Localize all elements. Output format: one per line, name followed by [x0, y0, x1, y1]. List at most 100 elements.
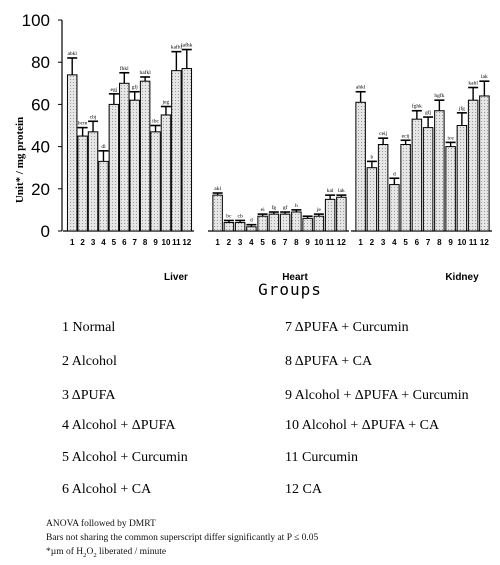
- x-tick-label: 9: [448, 238, 453, 247]
- x-tick-label: 11: [172, 238, 181, 247]
- significance-label: ice: [447, 135, 454, 141]
- legend-item: 9 Alcohol + ΔPUFA + Curcumin: [285, 388, 469, 403]
- y-tick-label: 0: [41, 222, 50, 241]
- legend-item: 11 Curcumin: [285, 450, 358, 465]
- x-tick-label: 5: [260, 238, 265, 247]
- x-tick-label: 9: [305, 238, 310, 247]
- footnote-test: ANOVA followed by DMRT: [46, 519, 156, 529]
- bars: [66, 68, 490, 232]
- x-tick-label: 6: [122, 238, 127, 247]
- x-tick-label: 8: [143, 238, 148, 247]
- panel-label-heart: Heart: [282, 272, 308, 283]
- x-tick-label: 6: [272, 238, 277, 247]
- legend-item: 6 Alcohol + CA: [62, 482, 152, 497]
- x-tick-label: 4: [101, 238, 106, 247]
- bar-heart-1: [212, 194, 223, 232]
- x-axis-label: Groups: [258, 280, 322, 299]
- bar-liver-6: [119, 82, 130, 232]
- bar-kidney-6: [411, 118, 423, 232]
- footnote-units: *µm of H2O2 liberated / minute: [46, 547, 167, 559]
- bar-kidney-3: [377, 143, 389, 232]
- x-tick-label: 1: [215, 238, 220, 247]
- significance-label: lak: [481, 74, 488, 80]
- legend-item: 4 Alcohol + ΔPUFA: [62, 418, 176, 433]
- y-tick-label: 60: [31, 95, 50, 114]
- bar-heart-10: [313, 215, 325, 232]
- panel-label-liver: Liver: [164, 272, 188, 283]
- y-tick-label: 40: [31, 138, 50, 157]
- x-tick-label: 7: [283, 238, 288, 247]
- bar-liver-3: [87, 131, 99, 232]
- bar-liver-8: [139, 80, 151, 232]
- significance-label: kahl: [468, 81, 478, 87]
- significance-label: kafhl: [171, 44, 183, 51]
- significance-label: lak: [338, 188, 345, 194]
- x-tick-label: 4: [392, 238, 397, 247]
- bar-liver-2: [77, 135, 88, 232]
- x-tick-label: 11: [326, 238, 335, 247]
- significance-label: fg: [272, 204, 277, 211]
- legend-item: 7 ΔPUFA + Curcumin: [285, 320, 409, 335]
- bar-heart-4: [246, 226, 257, 232]
- significance-label: akl: [214, 186, 221, 192]
- legend-item: 1 Normal: [62, 320, 116, 335]
- significance-label: ecij: [402, 133, 410, 139]
- x-tick-label: 7: [132, 238, 137, 247]
- x-tick-label: 12: [480, 238, 489, 247]
- significance-label: gfj: [425, 109, 432, 116]
- legend-item: 2 Alcohol: [62, 354, 117, 369]
- bar-heart-7: [279, 213, 291, 232]
- bar-heart-5: [257, 215, 268, 232]
- bar-heart-8: [291, 211, 302, 232]
- x-tick-label: 4: [249, 238, 254, 247]
- significance-label: b: [371, 154, 374, 160]
- x-tick-label: 11: [469, 238, 478, 247]
- significance-label: kal: [327, 188, 334, 194]
- x-tick-label: 3: [91, 238, 96, 247]
- significance-label: gfj: [132, 84, 139, 91]
- significance-label: ibc: [152, 119, 159, 125]
- bar-liver-11: [171, 70, 182, 232]
- bar-liver-12: [181, 68, 193, 232]
- bar-heart-9: [302, 217, 313, 232]
- significance-label: bcm: [78, 121, 88, 127]
- x-tick-label: 8: [437, 238, 442, 247]
- bar-liver-7: [129, 99, 140, 232]
- x-tick-label: 5: [403, 238, 408, 247]
- significance-label: cb: [238, 213, 243, 219]
- bar-kidney-8: [434, 110, 445, 232]
- bar-heart-6: [268, 213, 280, 232]
- x-tick-label: 3: [381, 238, 386, 247]
- x-tick-label: 2: [227, 238, 232, 247]
- bar-kidney-10: [456, 125, 468, 232]
- significance-label: d: [393, 171, 396, 177]
- significance-label: hafkl: [139, 69, 151, 76]
- legend-item: 5 Alcohol + Curcumin: [62, 450, 188, 465]
- bar-kidney-1: [355, 101, 366, 232]
- legend-item: 12 CA: [285, 482, 322, 497]
- bar-liver-10: [160, 114, 172, 232]
- significance-label: bc: [226, 213, 232, 219]
- significance-label: hgfk: [434, 92, 444, 99]
- error-bars: [67, 48, 490, 227]
- x-tick-label: 12: [337, 238, 346, 247]
- x-tick-label: 1: [70, 238, 75, 247]
- y-tick-label: 100: [22, 11, 50, 30]
- bar-kidney-7: [422, 127, 434, 232]
- x-tick-label: 1: [358, 238, 363, 247]
- significance-label: d: [250, 218, 253, 224]
- x-tick-label: 5: [112, 238, 117, 247]
- significance-label: fghk: [412, 103, 422, 110]
- x-tick-label: 12: [182, 238, 191, 247]
- bar-kidney-11: [467, 99, 479, 232]
- y-tick-label: 80: [31, 53, 50, 72]
- significance-label: gf: [283, 204, 288, 211]
- x-tick-label: 8: [294, 238, 299, 247]
- x-tick-label: 10: [162, 238, 171, 247]
- x-tick-label: 10: [457, 238, 466, 247]
- y-tick-label: 20: [31, 180, 50, 199]
- significance-label: je: [316, 207, 322, 213]
